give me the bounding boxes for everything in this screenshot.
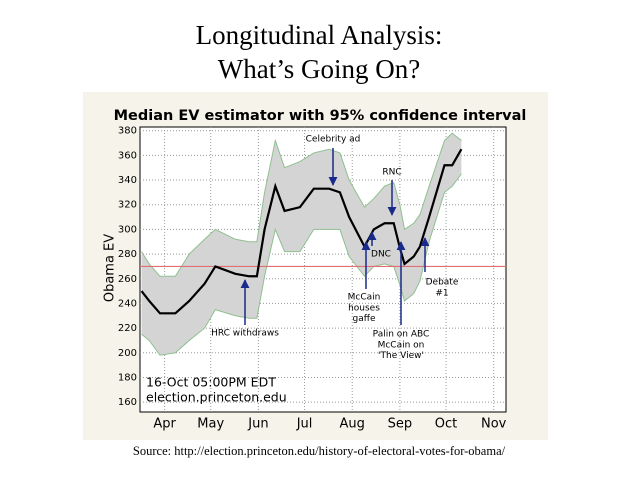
annotation: DNC [371, 250, 391, 260]
x-tick-label: Jul [296, 417, 313, 432]
x-tick-label: May [197, 417, 224, 432]
chart-title: Median EV estimator with 95% confidence … [114, 108, 527, 124]
y-tick-label: 160 [118, 397, 137, 408]
x-tick-label: Apr [153, 417, 176, 432]
annotation: Palin on ABC [373, 330, 430, 340]
annotation: McCain [348, 293, 381, 303]
annotation: Debate [426, 278, 459, 288]
band-lower [141, 173, 462, 356]
annotation: houses [348, 303, 380, 313]
source: Source: http://election.princeton.edu/hi… [133, 444, 506, 458]
slide-title: What’s Going On? [218, 54, 420, 84]
x-tick-label: Sep [388, 417, 413, 432]
annotation: gaffe [353, 314, 376, 324]
y-tick-label: 260 [118, 274, 137, 285]
confidence-band [141, 133, 462, 356]
annotation: McCain on [378, 340, 425, 350]
y-tick-label: 280 [118, 249, 137, 260]
y-tick-label: 200 [118, 348, 137, 359]
y-tick-label: 360 [118, 150, 137, 161]
annotation: Celebrity ad [306, 135, 361, 145]
slide-title: Longitudinal Analysis: [196, 20, 443, 50]
annotation: election.princeton.edu [146, 390, 287, 405]
x-tick-label: Jun [247, 417, 268, 432]
y-tick-label: 180 [118, 372, 137, 383]
annotation: 16-Oct 05:00PM EDT [146, 375, 276, 390]
y-tick-label: 240 [118, 298, 137, 309]
y-tick-label: 320 [118, 200, 137, 211]
annotation: RNC [382, 168, 401, 178]
y-tick-label: 300 [118, 224, 137, 235]
y-tick-label: 340 [118, 175, 137, 186]
x-tick-label: Aug [340, 417, 365, 432]
band-upper [141, 132, 462, 277]
annotation: 'The View' [378, 351, 424, 361]
x-tick-label: Nov [481, 417, 507, 432]
annotation: HRC withdraws [211, 329, 279, 339]
x-tick-label: Oct [435, 417, 457, 432]
median-line [140, 148, 463, 315]
annotation: #1 [435, 288, 448, 298]
y-tick-label: 220 [118, 323, 137, 334]
y-tick-label: 380 [118, 126, 137, 137]
y-axis-label: Obama EV [103, 234, 118, 302]
